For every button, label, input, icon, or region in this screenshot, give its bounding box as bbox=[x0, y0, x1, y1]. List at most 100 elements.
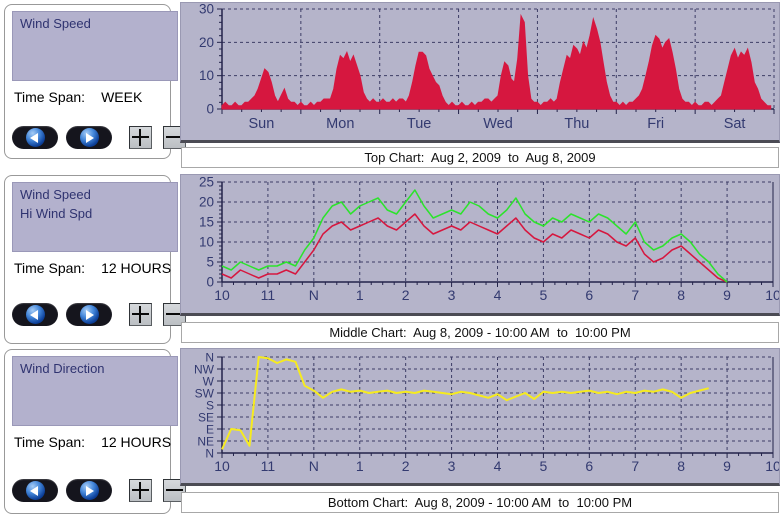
plot-item-label: Hi Wind Spd bbox=[20, 205, 93, 221]
zoom-in-button[interactable] bbox=[129, 303, 152, 326]
svg-text:20: 20 bbox=[199, 35, 214, 50]
svg-text:30: 30 bbox=[199, 3, 214, 17]
svg-text:Tue: Tue bbox=[407, 116, 431, 132]
svg-text:NE: NE bbox=[197, 435, 214, 449]
svg-text:Fri: Fri bbox=[647, 116, 664, 132]
next-button[interactable] bbox=[66, 126, 112, 149]
plot-items-list-bottom[interactable]: Wind Direction bbox=[12, 356, 178, 426]
nav-button-row bbox=[12, 479, 186, 502]
minus-icon bbox=[166, 489, 183, 491]
nav-button-row bbox=[12, 126, 186, 149]
plot-item-label: Wind Direction bbox=[20, 361, 105, 376]
bottom-chart-panel: N NE E SE S SW W NW N 10 11 N 1 2 3 4 5 6 7 8 9 10 bbox=[180, 348, 780, 486]
svg-text:SE: SE bbox=[198, 411, 214, 425]
time-span-label: Time Span: bbox=[14, 434, 86, 450]
svg-text:N: N bbox=[205, 351, 214, 365]
svg-text:25: 25 bbox=[199, 175, 214, 190]
svg-text:Mon: Mon bbox=[326, 116, 354, 132]
prev-button[interactable] bbox=[12, 126, 58, 149]
svg-text:Sun: Sun bbox=[249, 116, 275, 132]
svg-text:5: 5 bbox=[540, 458, 548, 474]
svg-text:0: 0 bbox=[206, 102, 214, 117]
svg-text:7: 7 bbox=[631, 287, 639, 303]
svg-text:8: 8 bbox=[677, 458, 685, 474]
next-button[interactable] bbox=[66, 479, 112, 502]
left-arrow-icon bbox=[25, 305, 45, 324]
top-chart-caption: Top Chart: Aug 2, 2009 to Aug 8, 2009 bbox=[181, 147, 779, 168]
svg-text:N: N bbox=[309, 287, 319, 303]
plot-items-list-top[interactable]: Wind Speed bbox=[12, 11, 178, 81]
svg-text:W: W bbox=[203, 375, 215, 389]
svg-text:0: 0 bbox=[206, 275, 214, 290]
bottom-chart-caption: Bottom Chart: Aug 8, 2009 - 10:00 AM to … bbox=[181, 492, 779, 513]
svg-text:2: 2 bbox=[402, 458, 410, 474]
time-span-value: WEEK bbox=[101, 89, 143, 105]
svg-text:8: 8 bbox=[677, 287, 685, 303]
control-panel-top: Wind Speed Time Span: WEEK bbox=[4, 4, 186, 159]
plot-items-list-middle[interactable]: Wind Speed Hi Wind Spd bbox=[12, 182, 178, 252]
svg-text:10: 10 bbox=[199, 235, 214, 250]
control-panel-bottom: Wind Direction Time Span: 12 HOURS bbox=[4, 349, 186, 514]
svg-text:15: 15 bbox=[199, 215, 214, 230]
control-panel-middle: Wind Speed Hi Wind Spd Time Span: 12 HOUR… bbox=[4, 175, 186, 344]
svg-text:S: S bbox=[206, 399, 214, 413]
plot-item-label: Wind Speed bbox=[20, 16, 91, 31]
time-span-value: 12 HOURS bbox=[101, 260, 172, 276]
middle-chart-caption: Middle Chart: Aug 8, 2009 - 10:00 AM to … bbox=[181, 322, 779, 343]
minus-icon bbox=[166, 313, 183, 315]
svg-text:3: 3 bbox=[448, 458, 456, 474]
svg-text:N: N bbox=[205, 447, 214, 461]
time-span-value: 12 HOURS bbox=[101, 434, 172, 450]
zoom-in-button[interactable] bbox=[129, 126, 152, 149]
time-span-label: Time Span: bbox=[14, 89, 86, 105]
svg-text:10: 10 bbox=[214, 287, 230, 303]
left-arrow-icon bbox=[25, 128, 45, 147]
right-arrow-icon bbox=[79, 305, 99, 324]
top-chart-panel: 0 10 20 30 Sun Mon Tue Wed Thu Fri Sat bbox=[180, 2, 780, 143]
svg-text:4: 4 bbox=[494, 458, 502, 474]
middle-chart-panel: 0 5 10 15 20 25 10 11 N 1 2 3 4 5 6 7 8 9 10 bbox=[180, 174, 780, 316]
svg-text:N: N bbox=[309, 458, 319, 474]
svg-text:4: 4 bbox=[494, 287, 502, 303]
time-span-row: Time Span: WEEK bbox=[14, 89, 142, 105]
svg-text:Thu: Thu bbox=[564, 116, 589, 132]
svg-text:9: 9 bbox=[723, 287, 731, 303]
minus-icon bbox=[166, 136, 183, 138]
svg-text:1: 1 bbox=[356, 458, 364, 474]
svg-text:Wed: Wed bbox=[483, 116, 513, 132]
left-arrow-icon bbox=[25, 481, 45, 500]
plot-item-label: Wind Speed bbox=[20, 187, 91, 202]
next-button[interactable] bbox=[66, 303, 112, 326]
zoom-in-button[interactable] bbox=[129, 479, 152, 502]
svg-text:11: 11 bbox=[261, 287, 276, 303]
svg-text:7: 7 bbox=[631, 458, 639, 474]
svg-text:5: 5 bbox=[540, 287, 548, 303]
right-arrow-icon bbox=[79, 481, 99, 500]
svg-text:1: 1 bbox=[356, 287, 364, 303]
prev-button[interactable] bbox=[12, 479, 58, 502]
right-arrow-icon bbox=[79, 128, 99, 147]
top-chart-canvas: 0 10 20 30 Sun Mon Tue Wed Thu Fri Sat bbox=[199, 3, 775, 132]
svg-text:3: 3 bbox=[448, 287, 456, 303]
svg-text:6: 6 bbox=[585, 287, 593, 303]
time-span-row: Time Span: 12 HOURS bbox=[14, 260, 171, 276]
svg-text:11: 11 bbox=[261, 458, 276, 474]
svg-text:SW: SW bbox=[195, 387, 215, 401]
svg-text:10: 10 bbox=[214, 458, 230, 474]
svg-text:10: 10 bbox=[199, 68, 214, 83]
svg-text:6: 6 bbox=[585, 458, 593, 474]
prev-button[interactable] bbox=[12, 303, 58, 326]
svg-text:20: 20 bbox=[199, 195, 214, 210]
time-span-label: Time Span: bbox=[14, 260, 86, 276]
svg-text:10: 10 bbox=[765, 458, 779, 474]
svg-text:10: 10 bbox=[765, 287, 779, 303]
svg-text:NW: NW bbox=[194, 363, 215, 377]
svg-text:9: 9 bbox=[723, 458, 731, 474]
svg-text:E: E bbox=[206, 423, 214, 437]
svg-text:Sat: Sat bbox=[724, 116, 746, 132]
middle-chart-canvas: 0 5 10 15 20 25 10 11 N 1 2 3 4 5 6 7 8 9 10 bbox=[199, 175, 779, 303]
svg-text:5: 5 bbox=[206, 255, 214, 270]
nav-button-row bbox=[12, 303, 186, 326]
